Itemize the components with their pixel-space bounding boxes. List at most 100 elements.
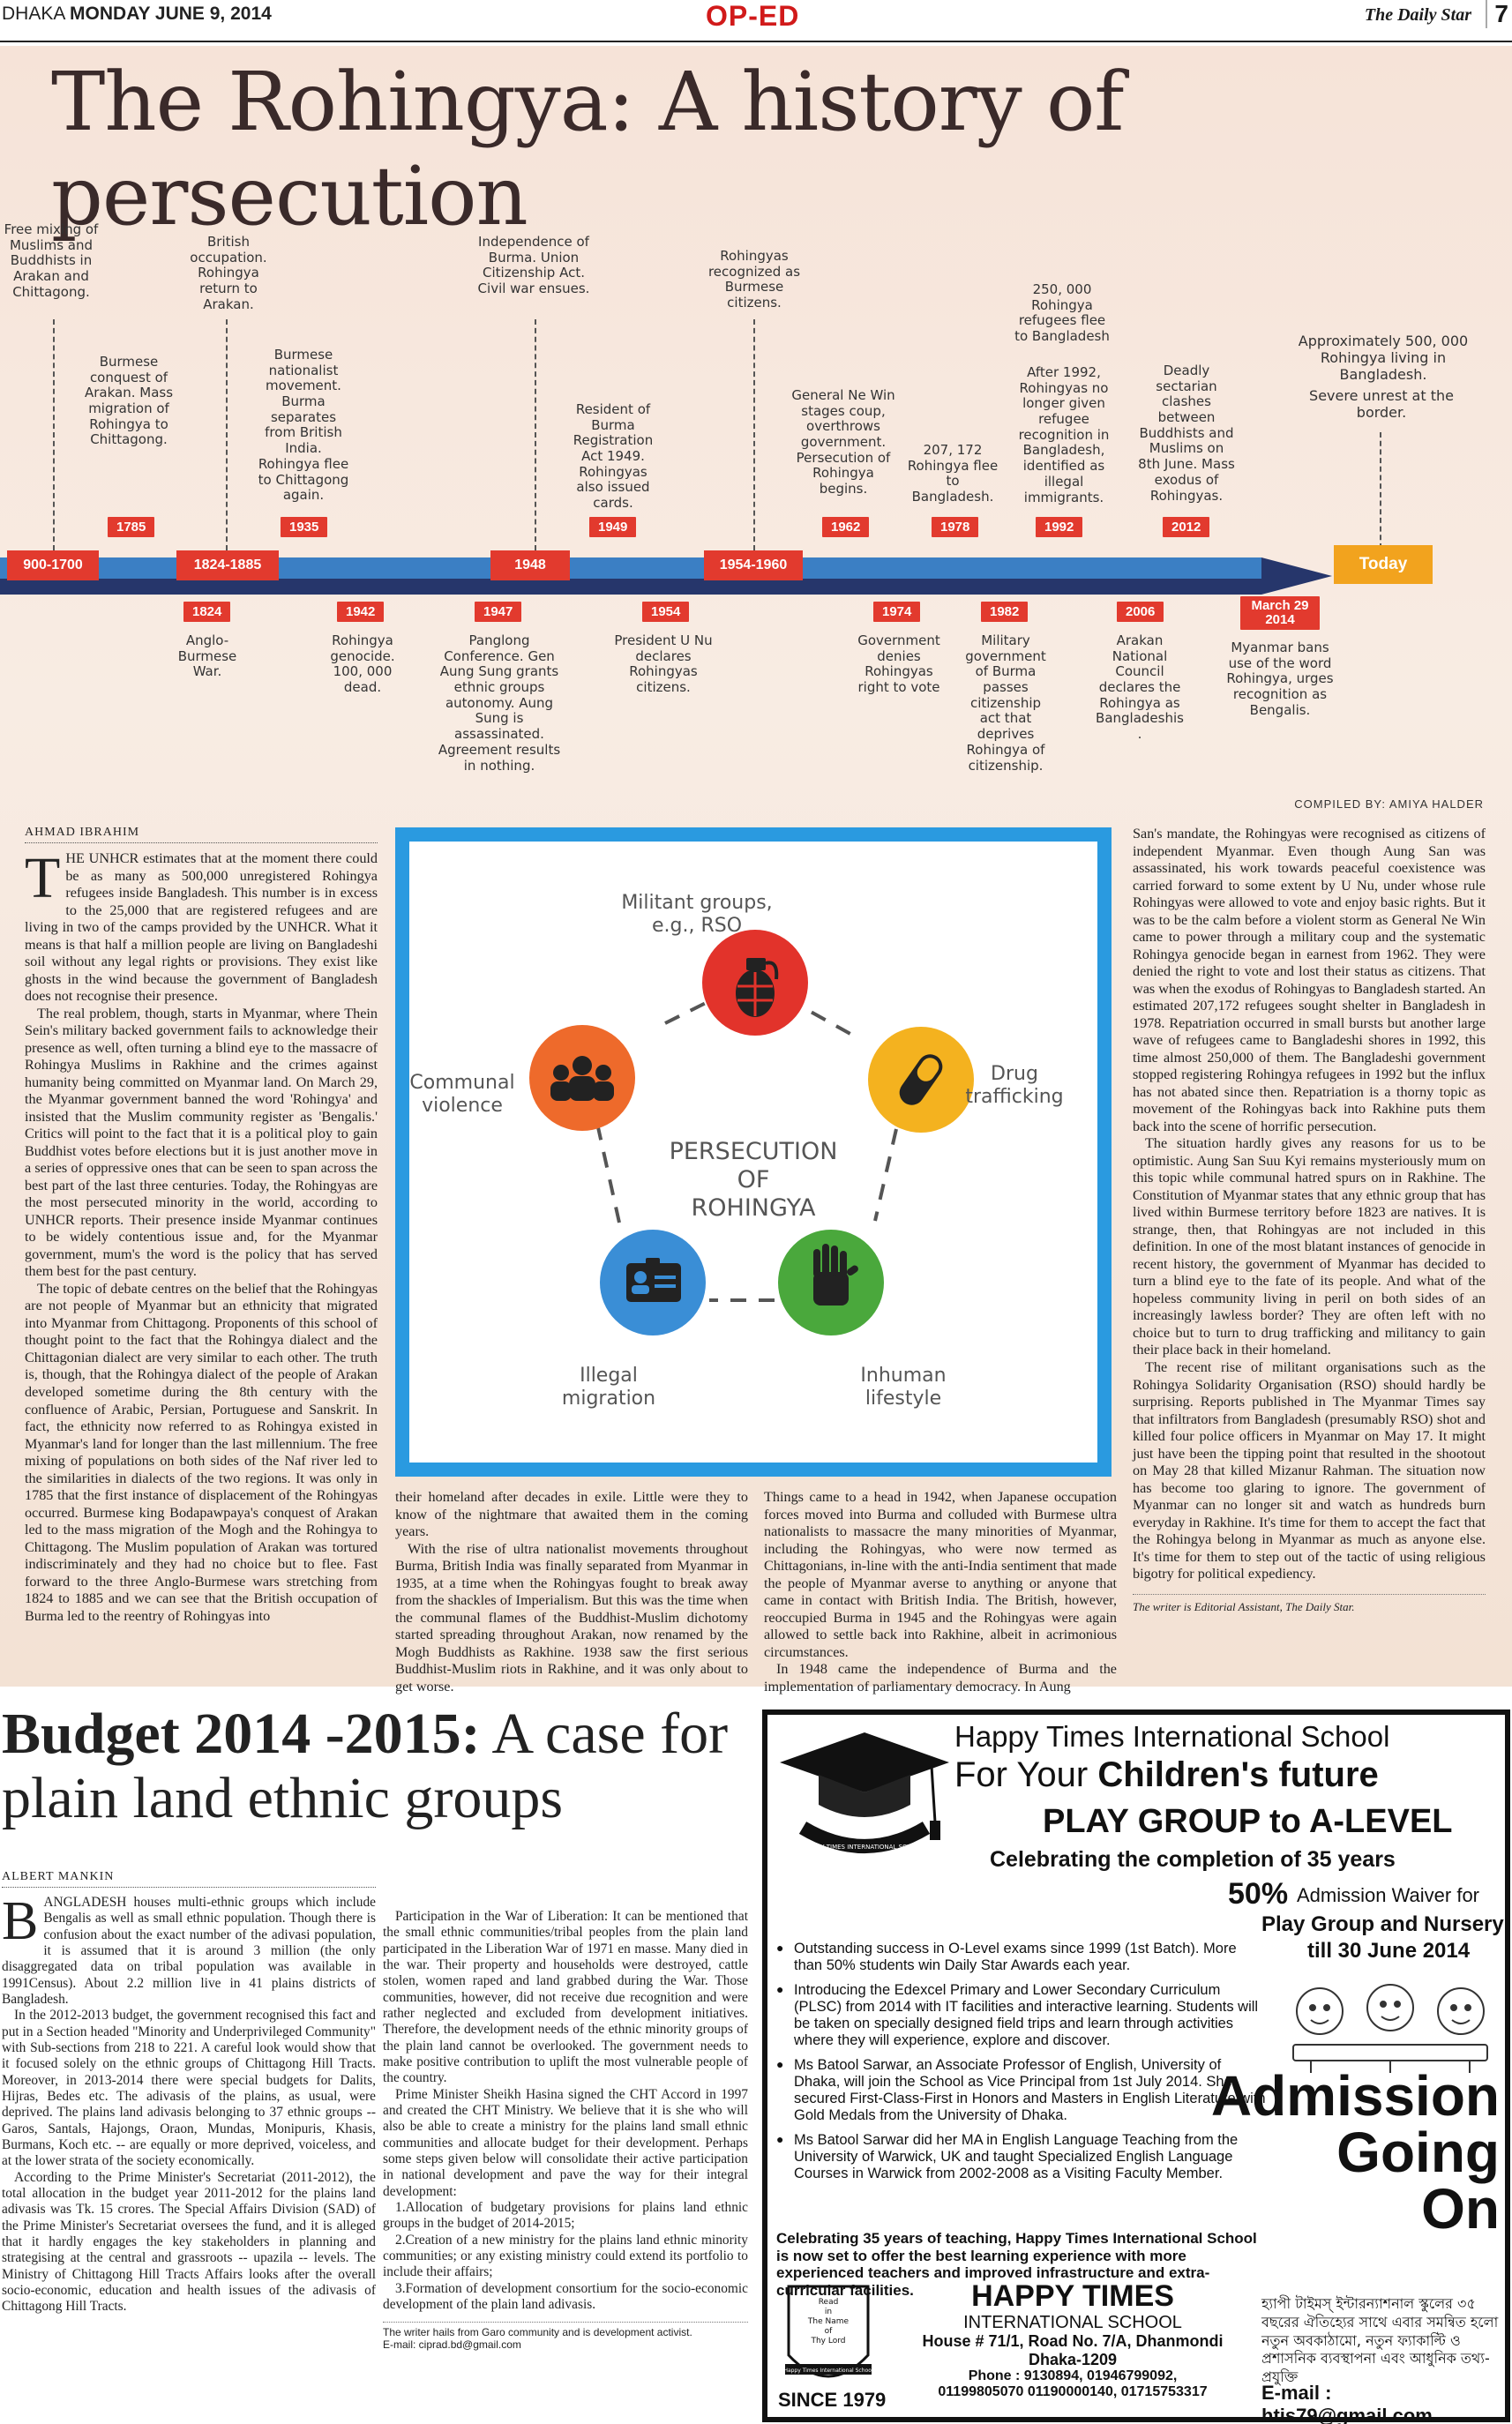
year-flag: 1982 <box>981 602 1029 622</box>
diagram-center-label: ROHINGYA <box>692 1194 816 1222</box>
drop-cap: T <box>25 846 61 910</box>
article-paragraph: 2.Creation of a new ministry for the pla… <box>383 2232 748 2280</box>
year-flag: 2006 <box>1117 602 1164 622</box>
article-paragraph: In 1948 came the independence of Burma a… <box>764 1661 1117 1695</box>
article-paragraph: T HE UNHCR estimates that at the moment t… <box>25 846 378 1005</box>
ad-school-title: HAPPY TIMES <box>971 2279 1174 2313</box>
article-paragraph: With the rise of ultra nationalist movem… <box>395 1540 748 1695</box>
year-flag: 1978 <box>932 517 979 537</box>
budget-article-col2: Participation in the War of Liberation: … <box>383 1909 748 2351</box>
ad-bullet-list: Outstanding success in O-Level exams sin… <box>775 1941 1269 2190</box>
era-label: 1954-1960 <box>704 550 803 580</box>
timeline-event-above: Burmese conquest of Arakan. Mass migrati… <box>84 354 174 448</box>
timeline-event-below: Panglong Conference. Gen Aung Sung grant… <box>438 632 561 774</box>
node-communal-violence <box>529 1025 635 1131</box>
timeline-tick <box>1380 432 1381 549</box>
dateline-city: DHAKA <box>2 4 65 24</box>
waiver-classes: Play Group and Nursery <box>1261 1912 1504 1936</box>
ad-phone: Phone : 9130894, 01946799092, <box>968 2368 1178 2383</box>
byline: Ahmad Ibrahim <box>25 826 378 843</box>
children-illustration <box>1292 1984 1488 2073</box>
year-flag: 1992 <box>1036 517 1083 537</box>
feature-article-col1: Ahmad Ibrahim T HE UNHCR estimates that a… <box>25 826 378 1625</box>
article-paragraph: According to the Prime Minister's Secret… <box>2 2169 376 2315</box>
timeline-event-below: Military government of Burma passes citi… <box>965 632 1046 774</box>
year-flag: 1785 <box>108 517 155 537</box>
diagram-center-label: OF <box>737 1166 770 1193</box>
year-flag: 1947 <box>475 602 522 622</box>
timeline-event-below: Myanmar bans use of the word Rohingya, u… <box>1226 640 1334 718</box>
compiled-by: COMPILED BY: AMIYA HALDER <box>1294 797 1484 811</box>
timeline-note: Severe unrest at the border. <box>1309 387 1454 421</box>
grenade-icon <box>736 958 779 1017</box>
crowd-icon <box>550 1056 614 1101</box>
ad-bullet: Ms Batool Sarwar did her MA in English L… <box>775 2132 1269 2182</box>
timeline-event-below: Arakan National Council declares the Roh… <box>1096 632 1184 743</box>
era-label: 1824-1885 <box>176 550 279 580</box>
year-flag: 2012 <box>1163 517 1210 537</box>
timeline-arrow-icon <box>1261 557 1332 595</box>
admission-banner: Admission Going On <box>1210 2064 1500 2241</box>
writer-note: The writer is Editorial Assistant, The D… <box>1133 1593 1486 1614</box>
article-paragraph: B ANGLADESH houses multi-ethnic groups wh… <box>2 1891 376 2007</box>
svg-text:of: of <box>825 2327 834 2336</box>
node-drug-trafficking <box>868 1027 974 1133</box>
id-card-icon <box>626 1258 681 1302</box>
persecution-diagram: PERSECUTION OF ROHINGYA Militant groups,… <box>409 892 1063 1410</box>
node-label-inhuman-lifestyle-2: lifestyle <box>865 1388 941 1410</box>
node-label-illegal-migration-2: migration <box>562 1388 655 1410</box>
node-inhuman-lifestyle <box>778 1230 884 1335</box>
today-label: Today <box>1334 545 1433 584</box>
byline: Albert Mankin <box>2 1870 376 1888</box>
feature-article-col2: their homeland after decades in exile. L… <box>395 1489 748 1695</box>
article-paragraph: Participation in the War of Liberation: … <box>383 1909 748 2086</box>
waiver-percent: 50% <box>1228 1877 1289 1911</box>
article-paragraph: In the 2012-2013 budget, the government … <box>2 2008 376 2169</box>
timeline-tick <box>753 319 755 550</box>
writer-email: E-mail: ciprad.bd@gmail.com <box>383 2338 521 2352</box>
waiver-deadline: till 30 June 2014 <box>1307 1939 1471 1963</box>
svg-text:Thy Lord: Thy Lord <box>810 2337 845 2345</box>
year-flag: March 29 2014 <box>1240 596 1320 630</box>
seal-text: HAPPY TIMES INTERNATIONAL SCHOOL <box>805 1844 924 1851</box>
node-illegal-migration <box>600 1230 706 1335</box>
ad-celebrate-line: Celebrating the completion of 35 years <box>990 1847 1396 1872</box>
timeline-note: Free mixing of Muslims and Buddhists in … <box>4 221 99 300</box>
timeline-tick <box>226 319 228 550</box>
pill-icon <box>899 1054 943 1105</box>
ad-bangla-text: হ্যাপী টাইমস্ ইন্টারন্যাশনাল স্কুলের ৩৫ … <box>1261 2295 1499 2386</box>
feature-article-col4: San's mandate, the Rohingyas were recogn… <box>1133 826 1486 1614</box>
timeline-event-above: General Ne Win stages coup, overthrows g… <box>791 387 895 498</box>
year-flag: 1942 <box>337 602 385 622</box>
node-label-drug-trafficking: Drug <box>991 1063 1038 1085</box>
timeline-event-above: Resident of Burma Registration Act 1949.… <box>573 401 654 512</box>
timeline: Free mixing of Muslims and Buddhists in … <box>0 178 1512 849</box>
feature-panel: The Rohingya: A history of persecution F… <box>0 46 1512 1695</box>
ad-school-subtitle: INTERNATIONAL SCHOOL <box>963 2313 1182 2333</box>
timeline-event-below: Anglo-Burmese War. <box>177 632 237 680</box>
school-advertisement: HAPPY TIMES INTERNATIONAL SCHOOL Happy T… <box>762 1710 1510 2424</box>
timeline-note: Approximately 500, 000 Rohingya living i… <box>1298 333 1469 383</box>
timeline-axis-shadow <box>0 579 1261 595</box>
persecution-infographic: PERSECUTION OF ROHINGYA Militant groups,… <box>395 827 1112 1477</box>
ad-school-name: Happy Times International School <box>954 1720 1390 1753</box>
timeline-event-above: Deadly sectarian clashes between Buddhis… <box>1138 363 1235 504</box>
timeline-note: Independence of Burma. Union Citizenship… <box>477 234 590 297</box>
timeline-event-above: Burmese nationalist movement. Burma sepa… <box>258 347 349 504</box>
era-label: 900-1700 <box>7 550 99 580</box>
article-paragraph: Prime Minister Sheikh Hasina signed the … <box>383 2086 748 2199</box>
year-flag: 1935 <box>281 517 328 537</box>
svg-text:Read: Read <box>819 2298 839 2307</box>
dateline: DHAKA MONDAY JUNE 9, 2014 <box>2 4 272 25</box>
article-paragraph: The situation hardly gives any reasons f… <box>1133 1135 1486 1358</box>
graduation-cap-icon: HAPPY TIMES INTERNATIONAL SCHOOL <box>780 1732 949 1853</box>
timeline-event-below: President U Nu declares Rohingyas citize… <box>614 632 713 696</box>
timeline-tick <box>53 319 55 550</box>
diagram-center-label: PERSECUTION <box>670 1138 838 1165</box>
year-flag: 1949 <box>589 517 637 537</box>
ad-address: House # 71/1, Road No. 7/A, Dhanmondi <box>922 2332 1224 2351</box>
hand-icon <box>813 1244 858 1306</box>
ad-bullet: Outstanding success in O-Level exams sin… <box>775 1941 1269 1974</box>
timeline-tick <box>535 319 536 550</box>
timeline-event-below: Rohingya genocide. 100, 000 dead. <box>330 632 395 696</box>
